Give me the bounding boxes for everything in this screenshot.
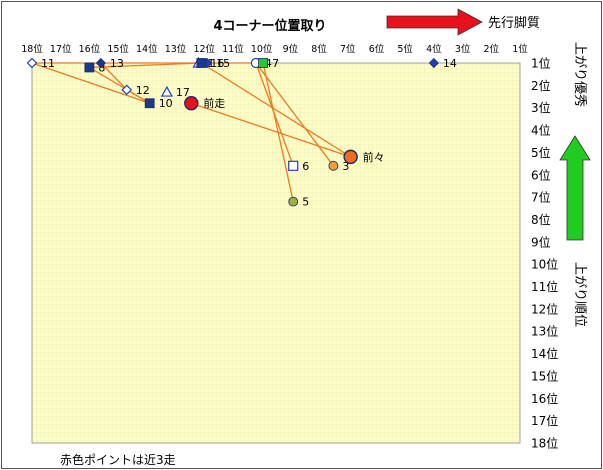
point-label: 17 [176,86,190,99]
data-point-13: 13 [95,57,124,70]
x-tick-label: 2位 [484,43,500,55]
y-tick-label: 10位 [531,257,558,272]
point-label: 14 [443,57,457,70]
y-tick-label: 11位 [531,279,558,294]
connector-line [201,62,351,158]
point-label: 前走 [203,96,225,110]
y-tick-label: 4位 [531,123,551,138]
data-point-12: 12 [121,84,150,97]
x-tick-label: 14位 [136,43,158,55]
footnote: 赤色ポイントは近3走 [60,453,176,467]
connector-line [255,62,294,167]
x-tick-label: 11位 [222,43,244,55]
x-axis-label: 先行脚質 [488,15,540,31]
y-tick-label: 16位 [531,391,558,406]
connector-line [255,62,334,167]
y-tick-label: 1位 [531,56,551,71]
right-arrow-icon [386,8,483,36]
y-tick-label: 14位 [531,346,558,361]
x-tick-label: 12位 [193,43,215,55]
up-arrow-icon [559,135,591,241]
connector-lines [31,62,351,202]
y-tick-label: 13位 [531,324,558,339]
point-label: 3 [342,160,349,173]
data-point-前々: 前々 [343,149,385,165]
data-point-16: 16 [196,57,224,70]
x-tick-label: 9位 [283,43,299,55]
y-tick-label: 2位 [531,78,551,93]
x-tick-label: 3位 [455,43,471,55]
x-tick-label: 6位 [369,43,385,55]
y-tick-label: 8位 [531,212,551,227]
y-tick-label: 9位 [531,234,551,249]
x-tick-label: 15位 [107,43,129,55]
point-label: 11 [41,57,55,70]
data-point-前走: 前走 [184,96,225,111]
data-point-3: 3 [328,160,349,173]
data-point-5: 5 [288,196,309,209]
connector-line [89,62,202,69]
x-tick-label: 1位 [512,43,528,55]
data-point-6: 6 [288,160,309,173]
point-label: 7 [272,57,279,70]
chart-title: 4コーナー位置取り [213,18,326,34]
point-label: 6 [302,160,309,173]
point-label: 8 [98,61,105,74]
x-tick-label: 13位 [165,43,187,55]
x-tick-label: 8位 [311,43,327,55]
grid [32,63,520,443]
x-tick-label: 4位 [426,43,442,55]
data-points: 13456781011121314151617前走前々 [26,56,457,209]
point-label: 5 [302,196,309,209]
point-label: 前々 [363,150,385,164]
y-tick-label: 17位 [531,413,558,428]
data-point-8: 8 [84,61,105,74]
y-tick-label: 5位 [531,145,551,160]
data-point-10: 10 [144,97,173,110]
y-tick-labels: 1位 2位 3位 4位 5位 6位 7位 8位 9位 10位 11位 12位 13位 14位 15位 16位 1… [531,56,558,451]
x-tick-label: 7位 [340,43,356,55]
y-tick-label: 15位 [531,368,558,383]
connector-line [31,62,150,104]
point-label: 16 [210,57,224,70]
data-point-11: 11 [26,57,55,70]
y-tick-label: 18位 [531,436,558,451]
y-tick-label: 3位 [531,100,551,115]
plot-area [31,62,521,444]
x-tick-label: 5位 [397,43,413,55]
point-label: 13 [110,57,124,70]
x-tick-labels: 18位 17位 16位 15位 14位 13位 12位 11位 10位 9位 8位 7位 6位 5位 4位 3… [21,43,528,55]
point-label: 4 [265,57,272,70]
x-tick-label: 17位 [50,43,72,55]
y-tick-label: 12位 [531,301,558,316]
connector-line [191,102,351,158]
x-tick-label: 10位 [251,43,273,55]
x-tick-label: 18位 [21,43,43,55]
x-tick-label: 16位 [79,43,101,55]
y-tick-label: 7位 [531,190,551,205]
point-label: 12 [136,84,150,97]
y-tick-label: 6位 [531,167,551,182]
y-axis-label-top: 上がり優秀 [572,42,587,107]
plot-border [31,62,521,444]
data-point-17: 17 [160,85,190,99]
y-axis-label-side: 上がり順位 [572,262,587,327]
point-label: 10 [159,97,173,110]
point-label: 15 [216,57,230,70]
data-point-14: 14 [428,57,457,70]
data-point-7: 7 [258,57,279,70]
